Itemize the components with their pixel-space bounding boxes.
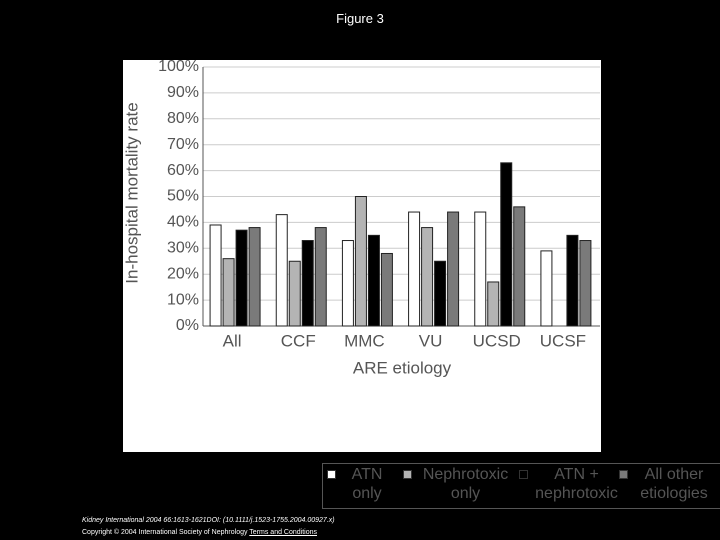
bar — [380, 252, 393, 327]
bar — [248, 227, 261, 327]
legend-swatch — [327, 470, 336, 479]
x-tick-label: UCSD — [473, 331, 521, 350]
bar — [447, 211, 460, 327]
y-tick-label: 10% — [167, 291, 199, 308]
bar — [474, 211, 487, 327]
y-tick-label: 40% — [167, 214, 199, 231]
bar — [408, 211, 421, 327]
legend-label: ATN only — [351, 466, 383, 502]
bar — [341, 240, 354, 327]
bar — [367, 234, 380, 327]
y-tick-label: 60% — [167, 162, 199, 179]
legend-label: Nephrotoxic only — [422, 466, 509, 502]
bar — [434, 260, 447, 327]
figure-title: Figure 3 — [336, 11, 384, 26]
x-tick-label: All — [223, 331, 242, 350]
bar — [235, 229, 248, 327]
legend-swatch — [619, 470, 628, 479]
legend: ATN only Nephrotoxic only ATN + nephrotoxi… — [322, 463, 720, 509]
y-tick-label: 100% — [158, 60, 199, 75]
chart: In-hospital mortality rate ARE etiology … — [122, 58, 600, 377]
citation-line: Kidney International 2004 66:1613-1621DO… — [82, 515, 335, 527]
bar — [209, 224, 222, 327]
bar — [540, 250, 553, 327]
bar — [513, 206, 526, 327]
y-tick-label: 30% — [167, 240, 199, 257]
y-tick-label: 90% — [167, 84, 199, 101]
x-axis-title: ARE etiology — [353, 358, 452, 377]
bar — [222, 258, 235, 327]
x-tick-label: MMC — [344, 331, 385, 350]
y-tick-label: 70% — [167, 136, 199, 153]
bar — [566, 234, 579, 327]
citation-text: Kidney International 2004 66:1613-1621DO… — [82, 517, 335, 524]
bar — [314, 227, 327, 327]
legend-label: ATN + nephrotoxic — [535, 466, 618, 502]
copyright: Copyright © 2004 International Society o… — [82, 529, 250, 536]
x-tick-label: UCSF — [540, 331, 586, 350]
bar — [579, 240, 592, 327]
bar — [500, 162, 513, 327]
bar — [275, 214, 288, 327]
bar — [354, 196, 367, 327]
legend-swatch — [519, 470, 528, 479]
y-tick-label: 0% — [176, 317, 199, 334]
chart-panel: In-hospital mortality rate ARE etiology … — [122, 58, 720, 509]
legend-swatch — [403, 470, 412, 479]
x-tick-label: CCF — [281, 331, 316, 350]
bar — [288, 260, 301, 327]
y-tick-label: 50% — [167, 188, 199, 205]
citation: Kidney International 2004 66:1613-1621DO… — [82, 515, 335, 539]
terms-link[interactable]: Terms and Conditions — [249, 529, 317, 536]
citation-line: Copyright © 2004 International Society o… — [82, 527, 335, 539]
y-tick-label: 20% — [167, 265, 199, 282]
y-axis-title: In-hospital mortality rate — [123, 102, 141, 283]
bar — [301, 240, 314, 327]
bar — [421, 227, 434, 327]
y-tick-label: 80% — [167, 110, 199, 127]
bar — [487, 281, 500, 327]
x-tick-label: VU — [419, 331, 443, 350]
legend-label: All other etiologies — [640, 466, 708, 502]
